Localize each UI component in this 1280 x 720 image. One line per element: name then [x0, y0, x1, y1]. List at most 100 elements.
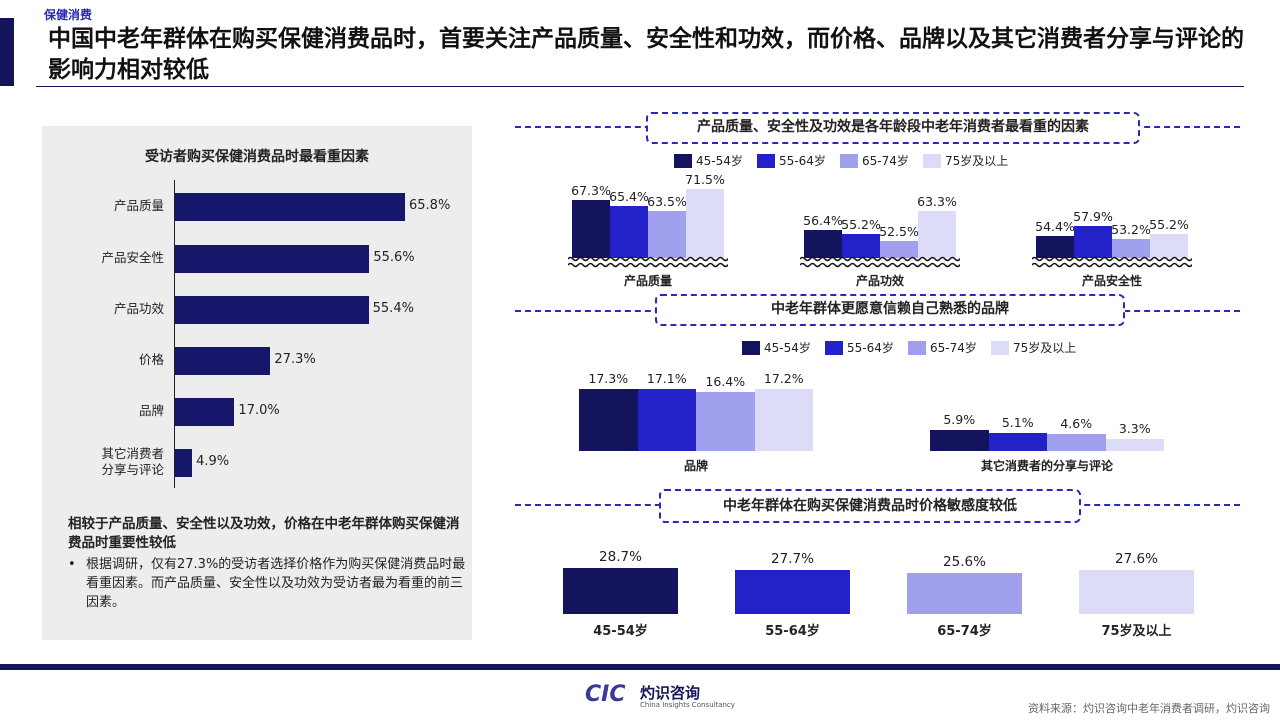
- chart2-category: 品牌: [683, 459, 708, 473]
- chart1-value: 52.5%: [879, 224, 919, 240]
- legend-label: 75岁及以上: [945, 154, 1009, 168]
- footer-band: [0, 664, 1280, 670]
- axis-break-wave: [800, 256, 960, 268]
- chart1-bar: [1074, 226, 1112, 258]
- chart2-value: 5.1%: [1001, 414, 1034, 430]
- left-bar: [175, 245, 370, 273]
- chart1-value: 63.3%: [917, 194, 957, 210]
- left-bar-category: 其它消费者 分享与评论: [34, 446, 164, 478]
- chart1-bar: [1112, 239, 1150, 258]
- chart1-value: 71.5%: [685, 171, 725, 187]
- category-label: 保健消费: [44, 8, 93, 22]
- chart1-value: 56.4%: [803, 213, 843, 229]
- legend-label: 45-54岁: [696, 154, 743, 168]
- left-bar: [175, 347, 271, 375]
- category-line: 产品功效: [113, 301, 164, 316]
- left-bar-value: 55.6%: [373, 250, 415, 265]
- chart1-bar: [804, 230, 842, 258]
- chart3-value: 27.7%: [771, 550, 814, 567]
- cic-logo-name: 灼识咨询: [640, 684, 701, 702]
- legend-label: 55-64岁: [779, 154, 826, 168]
- chart3-bar: [563, 568, 678, 614]
- chart3-value: 28.7%: [599, 549, 642, 566]
- wave-line: [1032, 262, 1192, 268]
- legend-swatch: [991, 341, 1009, 355]
- wave-line: [568, 262, 728, 268]
- chart1-value: 63.5%: [647, 193, 687, 209]
- chart2-bar: [579, 388, 638, 451]
- left-bar-category: 价格: [34, 352, 164, 368]
- chart1-category: 产品质量: [623, 274, 672, 288]
- chart1-value: 67.3%: [571, 183, 611, 199]
- left-bar-value: 55.4%: [372, 301, 414, 316]
- left-chart-axis: [174, 180, 175, 488]
- source-note: 资料来源：灼识咨询中老年消费者调研，灼识咨询: [1028, 702, 1270, 715]
- left-bar-category: 品牌: [34, 403, 164, 419]
- legend-label: 65-74岁: [930, 341, 977, 355]
- chart1-value: 54.4%: [1035, 218, 1075, 234]
- chart2-category: 其它消费者的分享与评论: [980, 459, 1113, 473]
- chart1-bar: [686, 188, 724, 258]
- left-bar: [175, 296, 369, 324]
- chart2-bar: [1105, 439, 1164, 451]
- title-divider: [36, 86, 1244, 87]
- chart3-value: 25.6%: [943, 554, 986, 571]
- summary-heading: 相较于产品质量、安全性以及功效，价格在中老年群体购买保健消费品时重要性较低: [68, 516, 460, 551]
- section1-heading: 产品质量、安全性及功效是各年龄段中老年消费者最看重的因素: [646, 112, 1140, 144]
- chart1-bar: [572, 200, 610, 258]
- chart2-bar: [754, 389, 813, 451]
- wave-line: [800, 262, 960, 268]
- chart1-value: 53.2%: [1111, 222, 1151, 238]
- page-title: 中国中老年群体在购买保健消费品时，首要关注产品质量、安全性和功效，而价格、品牌以…: [48, 26, 1244, 83]
- category-line: 分享与评论: [101, 462, 164, 477]
- chart2-bar: [988, 432, 1047, 451]
- legend-swatch: [757, 154, 775, 168]
- legend-swatch: [674, 154, 692, 168]
- chart3-category: 45-54岁: [593, 624, 648, 639]
- chart1-bar: [1036, 235, 1074, 258]
- section3-heading: 中老年群体在购买保健消费品时价格敏感度较低: [659, 489, 1081, 523]
- legend-label: 45-54岁: [764, 341, 811, 355]
- chart2-value: 17.1%: [646, 371, 687, 387]
- chart1-bar: [610, 205, 648, 258]
- chart1-bar: [648, 210, 686, 258]
- chart1-value: 57.9%: [1073, 209, 1113, 225]
- legend-label: 65-74岁: [862, 154, 909, 168]
- chart3-category: 65-74岁: [937, 624, 992, 639]
- summary-text: 根据调研，仅有27.3%的受访者选择价格作为购买保健消费品时最看重因素。而产品质…: [86, 557, 466, 610]
- chart2-value: 17.2%: [763, 371, 804, 387]
- left-bar: [175, 398, 235, 426]
- chart2-bar: [696, 391, 755, 451]
- chart2-value: 4.6%: [1060, 416, 1093, 432]
- legend-label: 75岁及以上: [1013, 341, 1077, 355]
- wave-line: [1032, 256, 1192, 262]
- chart1-bar: [880, 241, 918, 258]
- axis-break-wave: [1032, 256, 1192, 268]
- wave-line: [800, 256, 960, 262]
- left-bar-value: 65.8%: [409, 198, 451, 213]
- chart2-bar: [930, 429, 989, 451]
- title-accent-bar: [0, 18, 14, 86]
- chart1-bar: [842, 233, 880, 258]
- chart1-category: 产品安全性: [1081, 274, 1142, 288]
- left-bar-category: 产品功效: [34, 301, 164, 317]
- left-bar-value: 4.9%: [196, 454, 230, 469]
- chart3-bar: [735, 569, 850, 614]
- left-bar-value: 27.3%: [274, 352, 316, 367]
- chart1-bar: [918, 211, 956, 258]
- bullet-dot: •: [68, 557, 76, 572]
- cic-logo-mark: CIC: [585, 682, 626, 707]
- category-line: 产品质量: [113, 198, 164, 213]
- chart3-bar: [907, 573, 1022, 614]
- legend-swatch: [840, 154, 858, 168]
- wave-line: [568, 256, 728, 262]
- left-bar-category: 产品质量: [34, 198, 164, 214]
- chart2-value: 3.3%: [1118, 421, 1151, 437]
- chart1-value: 55.2%: [841, 216, 881, 232]
- chart3-category: 55-64岁: [765, 624, 820, 639]
- chart2-bar: [637, 389, 696, 451]
- cic-logo-subtitle: China Insights Consultancy: [640, 701, 735, 709]
- chart2-value: 16.4%: [705, 373, 746, 389]
- left-bar-category: 产品安全性: [34, 250, 164, 266]
